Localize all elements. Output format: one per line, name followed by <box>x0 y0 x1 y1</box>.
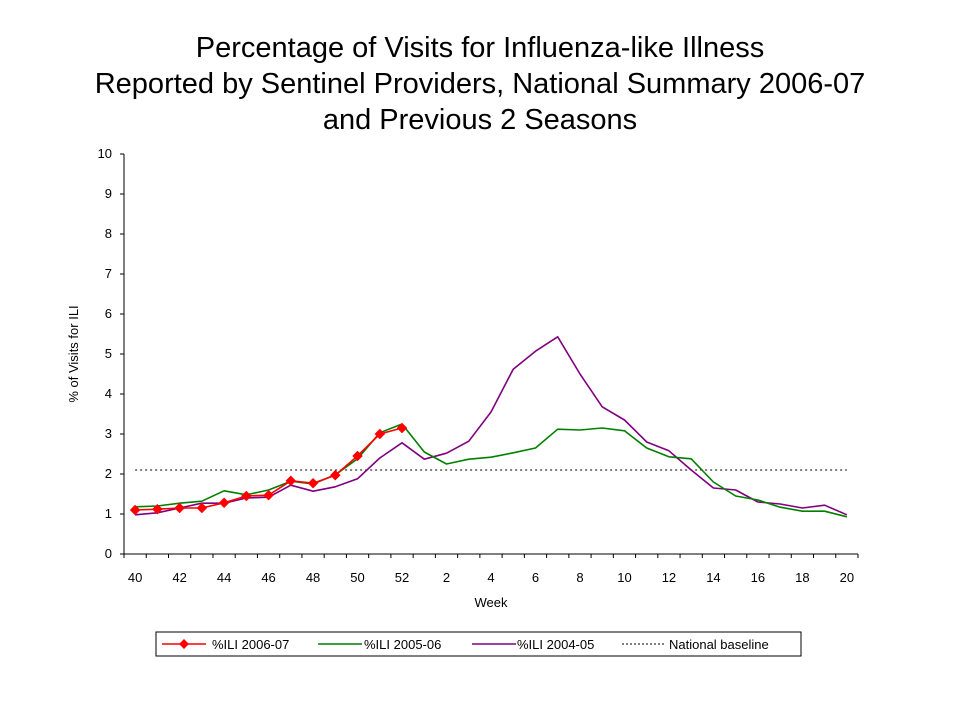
chart-title-line-1: Percentage of Visits for Influenza-like … <box>195 32 765 64</box>
data-point-0 <box>396 422 408 434</box>
legend-marker-0 <box>179 639 189 649</box>
chart-title-line-3: and Previous 2 Seasons <box>322 104 638 136</box>
legend-label-1: %ILI 2005-06 <box>364 637 441 652</box>
chart-title: Percentage of Visits for Influenza-like … <box>0 30 960 138</box>
data-point-0 <box>263 489 274 501</box>
series-layer <box>129 335 848 518</box>
x-tick-label: 8 <box>576 570 583 585</box>
x-tick-label: 6 <box>532 570 539 585</box>
chart-title-line-2: Reported by Sentinel Providers, National… <box>94 68 866 100</box>
series-line-1 <box>135 423 848 518</box>
data-point-0 <box>196 502 208 514</box>
x-tick-label: 52 <box>395 570 409 585</box>
x-tick-label: 16 <box>751 570 765 585</box>
y-tick-label: 9 <box>105 186 112 201</box>
y-tick-label: 4 <box>105 386 112 401</box>
data-point-0 <box>218 497 230 509</box>
data-point-0 <box>374 428 386 440</box>
y-tick-label: 6 <box>105 306 112 321</box>
x-tick-label: 12 <box>662 570 676 585</box>
x-tick-label: 50 <box>350 570 364 585</box>
data-point-0 <box>307 477 319 489</box>
y-tick-label: 0 <box>105 546 112 561</box>
x-tick-label: 20 <box>840 570 854 585</box>
data-point-0 <box>240 490 252 502</box>
x-tick-label: 4 <box>487 570 494 585</box>
x-tick-label: 2 <box>443 570 450 585</box>
x-tick-label: 18 <box>795 570 809 585</box>
data-point-0 <box>129 504 141 516</box>
x-tick-label: 48 <box>306 570 320 585</box>
data-point-0 <box>174 502 185 514</box>
legend: %ILI 2006-07 %ILI 2005-06 %ILI 2004-05 Nati… <box>155 631 802 657</box>
legend-label-0: %ILI 2006-07 <box>212 637 289 652</box>
data-point-0 <box>152 503 163 515</box>
x-tick-label: 46 <box>261 570 275 585</box>
y-tick-label: 7 <box>105 266 112 281</box>
y-tick-label: 2 <box>105 466 112 481</box>
legend-label-3: National baseline <box>669 637 769 652</box>
data-point-0 <box>352 450 363 462</box>
x-tick-label: 10 <box>617 570 631 585</box>
series-line-2 <box>135 335 848 516</box>
x-tick-label: 40 <box>128 570 142 585</box>
y-tick-label: 5 <box>105 346 112 361</box>
x-axis-title: Week <box>475 595 508 610</box>
data-point-0 <box>329 469 341 481</box>
x-tick-label: 42 <box>172 570 186 585</box>
legend-label-2: %ILI 2004-05 <box>517 637 594 652</box>
x-tick-label: 14 <box>706 570 720 585</box>
y-axis-title: % of Visits for ILI <box>66 305 81 402</box>
y-tick-label: 10 <box>98 146 112 161</box>
y-tick-label: 1 <box>105 506 112 521</box>
data-point-0 <box>285 475 297 487</box>
y-tick-label: 8 <box>105 226 112 241</box>
x-tick-label: 44 <box>217 570 231 585</box>
y-tick-label: 3 <box>105 426 112 441</box>
